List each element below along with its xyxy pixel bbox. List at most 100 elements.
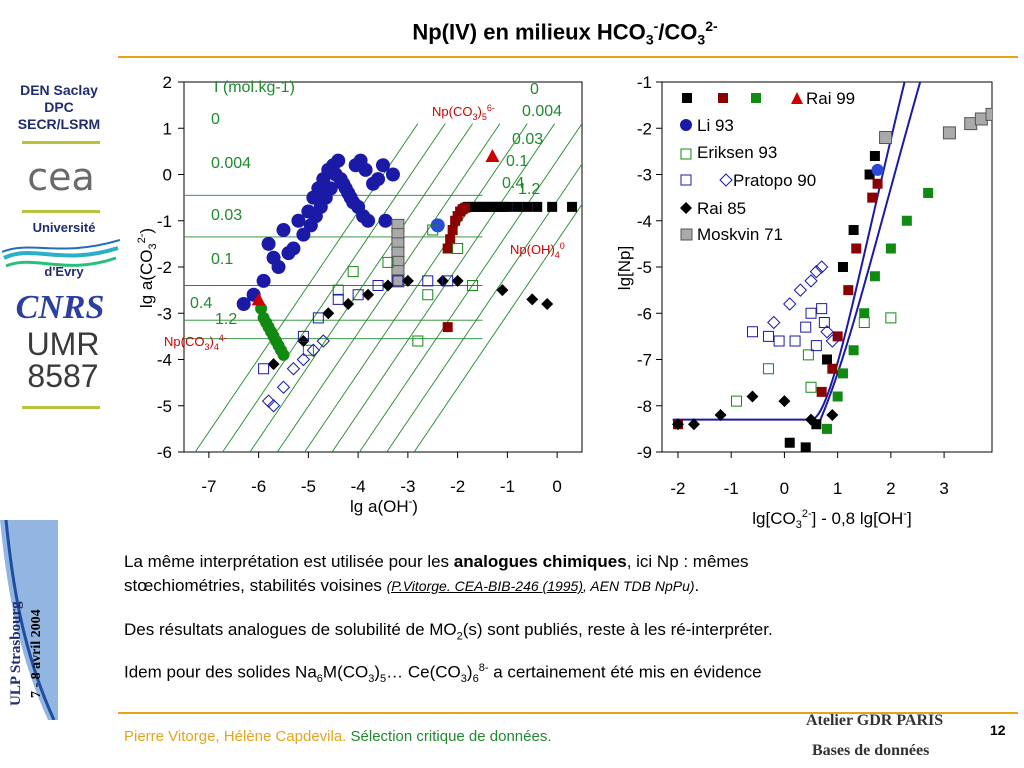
- ionic-top-12: 1.2: [518, 181, 540, 198]
- rpoint-rai99-green: [833, 392, 843, 402]
- left-xtick-label: -7: [201, 477, 216, 496]
- rpoint-rai99-green: [870, 271, 880, 281]
- legend-marker-rai99-red: [718, 93, 728, 103]
- point-rai99: [443, 322, 453, 332]
- rpoint-rai99-black: [822, 355, 832, 365]
- rpoint-pratopo-square: [801, 322, 811, 332]
- rpoint-eriksen93: [732, 396, 742, 406]
- rpoint-pratopo-square: [806, 308, 816, 318]
- page-number: 12: [990, 722, 1006, 738]
- legend-marker-pratopo-square: [681, 175, 691, 185]
- left-ytick-label: -5: [157, 397, 172, 416]
- left-ytick-label: -3: [157, 304, 172, 323]
- point-rai85: [362, 289, 374, 301]
- rpoint-rai99-red: [873, 179, 883, 189]
- right-xtick-label: -2: [670, 479, 685, 498]
- species-np-co3-4: Np(CO3)44-: [164, 333, 227, 352]
- rpoint-moskvin71: [880, 132, 892, 144]
- right-xtick-label: 3: [939, 479, 948, 498]
- left-ytick-label: -2: [157, 258, 172, 277]
- legend-marker-li93: [680, 119, 692, 131]
- legend-marker-rai99-black: [682, 93, 692, 103]
- rpoint-pratopo-square: [817, 304, 827, 314]
- left-ytick-label: 0: [163, 166, 172, 185]
- species-np-co3-5: Np(CO3)56-: [432, 103, 495, 122]
- ionic-top-003: 0.03: [512, 131, 543, 148]
- point-eriksen93: [453, 244, 463, 254]
- legend-moskvin71: Moskvin 71: [697, 225, 783, 244]
- left-ylabel: lg a(CO32-): [136, 228, 159, 308]
- right-ytick-label: -4: [637, 212, 652, 231]
- point-blue-circle: [331, 154, 345, 168]
- point-eriksen93: [423, 290, 433, 300]
- paragraph-mo2: Des résultats analogues de solubilité de…: [124, 618, 1004, 648]
- point-rai85: [526, 293, 538, 305]
- point-rai99-triangle: [485, 149, 499, 162]
- rpoint-eriksen93: [763, 364, 773, 374]
- right-ytick-label: -8: [637, 397, 652, 416]
- point-pratopo90: [278, 381, 290, 393]
- ionic-diagonal-line: [271, 124, 500, 462]
- rpoint-pratopo-square: [811, 341, 821, 351]
- species-np-oh-4: Np(OH)40: [510, 241, 565, 260]
- point-blue-circle: [277, 223, 291, 237]
- rpoint-rai99-red: [827, 364, 837, 374]
- point-blue-circle: [378, 214, 392, 228]
- point-eriksen93: [413, 336, 423, 346]
- fit-curve-2: [816, 73, 922, 429]
- rpoint-rai99-green: [822, 424, 832, 434]
- right-ytick-label: -7: [637, 351, 652, 370]
- point-rai99: [547, 202, 557, 212]
- rpoint-rai99-green: [923, 188, 933, 198]
- point-rai99: [532, 202, 542, 212]
- legend-rai99: Rai 99: [806, 89, 855, 108]
- point-pratopo90: [287, 363, 299, 375]
- point-open-blue-square: [423, 276, 433, 286]
- point-blue-circle: [386, 168, 400, 182]
- ionic-label-12: 1.2: [215, 311, 237, 328]
- rpoint-rai99-black: [849, 225, 859, 235]
- ionic-label-0: 0: [211, 111, 220, 128]
- point-rai99: [567, 202, 577, 212]
- rpoint-pratopo-square: [747, 327, 757, 337]
- rpoint-rai99-black: [801, 442, 811, 452]
- ionic-diagonal-line: [244, 124, 473, 462]
- legend-pratopo90: Pratopo 90: [733, 171, 816, 190]
- ionic-diagonal-line: [381, 124, 610, 462]
- ulp-ribbon: ULP Strasbourg 7 - 8 avril 2004: [0, 520, 58, 720]
- point-blue-circle: [281, 246, 295, 260]
- ionic-top-01: 0.1: [506, 153, 528, 170]
- left-xtick-label: -4: [351, 477, 366, 496]
- rpoint-rai99-green: [838, 368, 848, 378]
- right-xlabel: lg[CO32-] - 0,8 lg[OH-]: [752, 508, 911, 531]
- right-xtick-label: 1: [833, 479, 842, 498]
- rpoint-rai99-red: [851, 244, 861, 254]
- right-xtick-label: 2: [886, 479, 895, 498]
- right-ytick-label: -2: [637, 119, 652, 138]
- point-pratopo90: [317, 335, 329, 347]
- right-axis-ticks: -2 -1 0 1 2 3-1-2-3-4-5-6-7-8-9: [637, 73, 949, 498]
- rpoint-rai99-black: [870, 151, 880, 161]
- legend-marker-rai85: [680, 202, 692, 214]
- point-rai99: [443, 244, 453, 254]
- point-rai85: [541, 298, 553, 310]
- rpoint-rai85: [778, 395, 790, 407]
- reference-link[interactable]: (P.Vitorge. CEA-BIB-246 (1995): [387, 578, 583, 594]
- rpoint-rai99-red: [817, 387, 827, 397]
- right-ytick-label: -3: [637, 166, 652, 185]
- right-ytick-label: -1: [637, 73, 652, 92]
- rpoint-rai99-red: [867, 193, 877, 203]
- legend-li93: Li 93: [697, 116, 734, 135]
- point-open-blue-square: [333, 294, 343, 304]
- point-rai85: [322, 307, 334, 319]
- rpoint-rai85: [826, 409, 838, 421]
- point-rai99: [512, 202, 522, 212]
- rpoint-pratopo90: [784, 298, 796, 310]
- left-ytick-label: -6: [157, 443, 172, 462]
- left-ytick-label: 2: [163, 73, 172, 92]
- legend-marker-eriksen: [681, 149, 691, 159]
- rpoint-li93: [872, 164, 884, 176]
- left-xtick-label: -6: [251, 477, 266, 496]
- point-rai85: [496, 284, 508, 296]
- left-xtick-label: -1: [500, 477, 515, 496]
